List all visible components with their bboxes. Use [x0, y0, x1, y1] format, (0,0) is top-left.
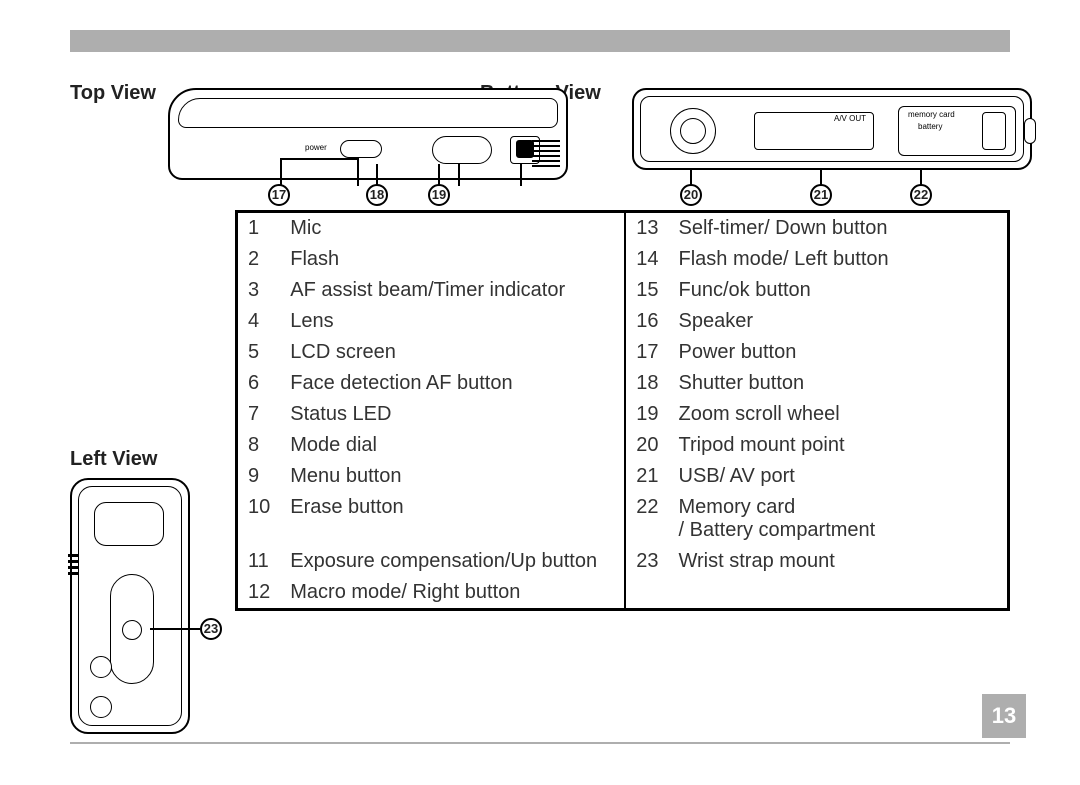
part-number: 21: [625, 461, 668, 492]
part-label: USB/ AV port: [669, 461, 1009, 492]
part-number: 11: [237, 546, 281, 577]
callout-17: 17: [268, 184, 290, 206]
part-label: Memory card/ Battery compartment: [669, 492, 1009, 546]
part-number: 7: [237, 399, 281, 430]
part-label: LCD screen: [280, 337, 625, 368]
power-label: power: [305, 143, 327, 152]
part-label: [669, 577, 1009, 610]
part-number: 20: [625, 430, 668, 461]
table-row: 11Exposure compensation/Up button23Wrist…: [237, 546, 1009, 577]
part-label: Tripod mount point: [669, 430, 1009, 461]
memcard-label: memory card: [908, 110, 955, 119]
table-row: 3AF assist beam/Timer indicator15Func/ok…: [237, 275, 1009, 306]
manual-page: Top View Bottom View Left View power 17 …: [70, 30, 1010, 750]
callout-20: 20: [680, 184, 702, 206]
part-label: Face detection AF button: [280, 368, 625, 399]
diagram-bottom-view: A/V OUT memory card battery: [632, 88, 1032, 170]
header-bar: [70, 30, 1010, 52]
part-number: 1: [237, 212, 281, 245]
part-number: 17: [625, 337, 668, 368]
table-row: 6Face detection AF button18Shutter butto…: [237, 368, 1009, 399]
part-number: 14: [625, 244, 668, 275]
callout-21: 21: [810, 184, 832, 206]
part-label: Self-timer/ Down button: [669, 212, 1009, 245]
part-number: 2: [237, 244, 281, 275]
part-label: Mode dial: [280, 430, 625, 461]
part-number: 6: [237, 368, 281, 399]
table-row: 5LCD screen17Power button: [237, 337, 1009, 368]
part-number: 8: [237, 430, 281, 461]
part-label: Power button: [669, 337, 1009, 368]
part-number: 23: [625, 546, 668, 577]
part-label: Shutter button: [669, 368, 1009, 399]
part-number: 3: [237, 275, 281, 306]
part-label: Speaker: [669, 306, 1009, 337]
table-row: 12 Macro mode/ Right button: [237, 577, 1009, 610]
table-row: 8Mode dial20Tripod mount point: [237, 430, 1009, 461]
diagram-top-view: power: [168, 88, 568, 180]
battery-label: battery: [918, 122, 942, 131]
part-label: Menu button: [280, 461, 625, 492]
table-row: 2Flash14Flash mode/ Left button: [237, 244, 1009, 275]
part-label: Wrist strap mount: [669, 546, 1009, 577]
footer-rule: [70, 742, 1010, 744]
part-label: Exposure compensation/Up button: [280, 546, 625, 577]
table-row: 9Menu button21USB/ AV port: [237, 461, 1009, 492]
part-label: Mic: [280, 212, 625, 245]
part-label: Func/ok button: [669, 275, 1009, 306]
part-number: 9: [237, 461, 281, 492]
part-number: 15: [625, 275, 668, 306]
part-label: Erase button: [280, 492, 625, 546]
heading-top-view: Top View: [70, 82, 156, 105]
part-number: 12: [237, 577, 281, 610]
part-label: AF assist beam/Timer indicator: [280, 275, 625, 306]
callout-18: 18: [366, 184, 388, 206]
part-number: 19: [625, 399, 668, 430]
table-row: 7Status LED19Zoom scroll wheel: [237, 399, 1009, 430]
part-number: 5: [237, 337, 281, 368]
part-number: 18: [625, 368, 668, 399]
callout-23: 23: [200, 618, 222, 640]
part-label: Zoom scroll wheel: [669, 399, 1009, 430]
avout-label: A/V OUT: [834, 114, 866, 123]
page-number: 13: [982, 694, 1026, 738]
part-label: Macro mode/ Right button: [280, 577, 625, 610]
part-number: [625, 577, 668, 610]
parts-table: 1Mic13Self-timer/ Down button2Flash14Fla…: [235, 210, 1010, 611]
diagram-left-view: [70, 478, 190, 734]
table-row: 4 Lens16Speaker: [237, 306, 1009, 337]
table-row: 10Erase button22Memory card/ Battery com…: [237, 492, 1009, 546]
callout-19: 19: [428, 184, 450, 206]
part-number: 22: [625, 492, 668, 546]
callout-22: 22: [910, 184, 932, 206]
part-label: Flash: [280, 244, 625, 275]
heading-left-view: Left View: [70, 448, 157, 471]
part-number: 4: [237, 306, 281, 337]
part-label: Status LED: [280, 399, 625, 430]
table-row: 1Mic13Self-timer/ Down button: [237, 212, 1009, 245]
part-number: 10: [237, 492, 281, 546]
part-number: 13: [625, 212, 668, 245]
part-label: Lens: [280, 306, 625, 337]
part-label: Flash mode/ Left button: [669, 244, 1009, 275]
part-number: 16: [625, 306, 668, 337]
